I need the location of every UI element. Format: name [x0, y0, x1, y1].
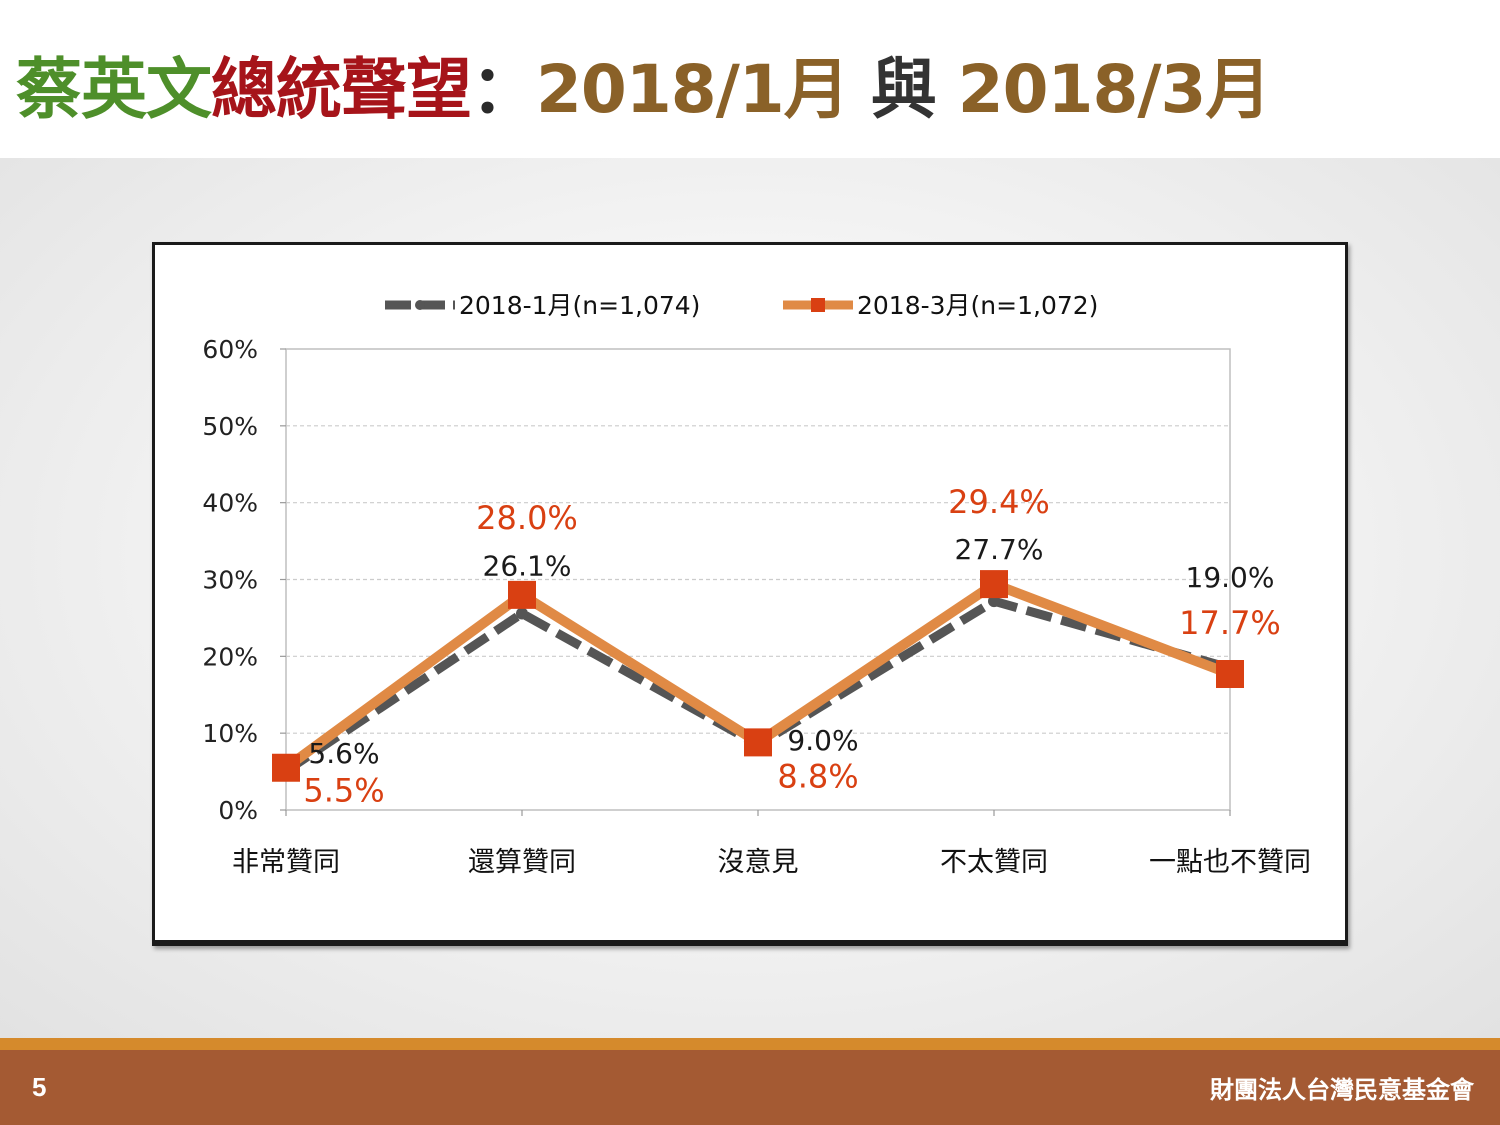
x-tick-label: 沒意見 [718, 847, 799, 878]
footer: 5 財團法人台灣民意基金會 [0, 1050, 1500, 1125]
chart-frame: 0% 10% 20% 30% 40% 50% 60% 非常贊同 還算贊同 沒意見 不太贊同 一點也不贊… [152, 242, 1348, 946]
page-number: 5 [32, 1072, 47, 1102]
organization-name: 財團法人台灣民意基金會 [1210, 1076, 1474, 1104]
title-date-1: 2018/1月 [536, 51, 850, 128]
legend-marker-2018-03 [811, 298, 825, 312]
data-label-2018-01: 5.6% [308, 737, 379, 770]
series-point-2018-01 [988, 595, 1000, 608]
series-point-2018-01 [516, 607, 528, 620]
title-colon: ： [471, 51, 537, 128]
series-marker-2018-03 [272, 753, 300, 782]
y-tick-label: 50% [202, 412, 258, 441]
data-label-2018-03: 29.4% [948, 483, 1050, 521]
x-tick-label: 不太贊同 [940, 847, 1048, 878]
title-conjunction: 與 [848, 51, 958, 128]
x-tick-label: 非常贊同 [232, 847, 340, 878]
series-marker-2018-03 [744, 728, 772, 757]
series-marker-2018-03 [980, 570, 1008, 599]
y-tick-label: 60% [202, 335, 258, 364]
y-tick-label: 30% [202, 566, 258, 595]
data-label-2018-03: 8.8% [777, 757, 858, 795]
data-label-2018-01: 27.7% [955, 533, 1044, 566]
y-tick-label: 20% [202, 642, 258, 671]
data-label-2018-03: 17.7% [1179, 604, 1281, 642]
title-name: 蔡英文 [16, 51, 212, 128]
legend-label-2018-01: 2018-1月(n=1,074) [459, 291, 700, 320]
x-tick-label: 還算贊同 [468, 847, 576, 878]
series-marker-2018-03 [508, 580, 536, 609]
data-label-2018-03: 5.5% [303, 772, 384, 810]
page-title: 蔡英文總統聲望：2018/1月 與 2018/3月 [16, 40, 1272, 140]
y-tick-label: 10% [202, 719, 258, 748]
footer-accent-bar [0, 1038, 1500, 1050]
legend-label-2018-03: 2018-3月(n=1,072) [857, 291, 1098, 320]
data-label-2018-01: 26.1% [483, 549, 572, 582]
legend-point-2018-01 [415, 300, 425, 310]
data-label-2018-03: 28.0% [476, 499, 578, 537]
title-topic: 總統聲望 [211, 51, 472, 128]
y-tick-label: 40% [202, 489, 258, 518]
y-tick-label: 0% [218, 796, 258, 825]
title-bar: 蔡英文總統聲望：2018/1月 與 2018/3月 [0, 0, 1500, 158]
data-label-2018-01: 9.0% [787, 724, 858, 757]
series-marker-2018-03 [1216, 660, 1244, 689]
line-chart: 0% 10% 20% 30% 40% 50% 60% 非常贊同 還算贊同 沒意見 不太贊同 一點也不贊… [202, 291, 1311, 878]
title-date-2: 2018/3月 [957, 51, 1272, 128]
x-tick-label: 一點也不贊同 [1149, 847, 1311, 878]
data-label-2018-01: 19.0% [1186, 561, 1275, 594]
